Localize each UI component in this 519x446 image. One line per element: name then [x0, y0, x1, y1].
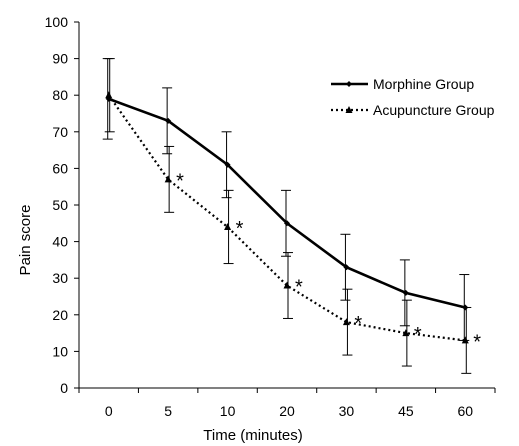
data-point [283, 281, 291, 289]
data-point [342, 318, 350, 326]
y-tick-label: 70 [52, 124, 68, 140]
y-tick-label: 80 [52, 87, 68, 103]
legend-marker [345, 106, 353, 113]
y-tick-label: 0 [60, 380, 68, 396]
axes: 0 10 20 30 40 50 60 70 80 90 100 0 5 10 20 30 45 60 [45, 14, 496, 419]
data-point [164, 175, 172, 183]
series-line [107, 94, 466, 342]
data-point [224, 161, 231, 168]
data-point [343, 264, 350, 271]
x-axis-title: Time (minutes) [203, 427, 302, 444]
y-tick-label: 30 [52, 270, 68, 286]
y-tick-label: 10 [52, 343, 68, 359]
legend: Morphine Group Acupuncture Group [331, 76, 495, 118]
significance-marker: * [473, 331, 481, 353]
legend-label: Morphine Group [373, 76, 474, 92]
data-point [105, 91, 113, 99]
significance-marker: * [354, 313, 362, 335]
significance-marker: * [176, 170, 184, 192]
significance-marker: * [236, 218, 244, 240]
y-tick-label: 90 [52, 51, 68, 67]
data-point [165, 117, 172, 124]
legend-item: Acupuncture Group [331, 102, 495, 118]
y-tick-label: 40 [52, 234, 68, 250]
x-tick-label: 45 [398, 403, 414, 419]
y-axis-title: Pain score [17, 205, 34, 276]
x-tick-label: 0 [105, 403, 113, 419]
x-tick-label: 5 [164, 403, 172, 419]
legend-marker [346, 81, 352, 87]
x-tick-label: 60 [457, 403, 473, 419]
data-point [284, 220, 290, 227]
significance-marker: * [295, 277, 303, 299]
data-point [224, 222, 232, 230]
data-point [402, 289, 409, 296]
series-2 [104, 58, 472, 374]
y-tick-label: 20 [52, 307, 68, 323]
x-tick-label: 10 [220, 403, 236, 419]
data-point [402, 329, 410, 337]
legend-item: Morphine Group [331, 76, 474, 92]
x-tick-label: 20 [279, 403, 295, 419]
significance-marker: * [414, 324, 422, 346]
plot-area: * * * * * * [102, 58, 481, 374]
series-1 [102, 58, 470, 341]
data-point [461, 336, 469, 344]
x-tick-label: 30 [339, 403, 355, 419]
legend-label: Acupuncture Group [373, 102, 495, 118]
y-tick-label: 50 [52, 197, 68, 213]
y-tick-label: 60 [52, 160, 68, 176]
y-tick-label: 100 [45, 14, 69, 30]
series-line [108, 97, 466, 309]
